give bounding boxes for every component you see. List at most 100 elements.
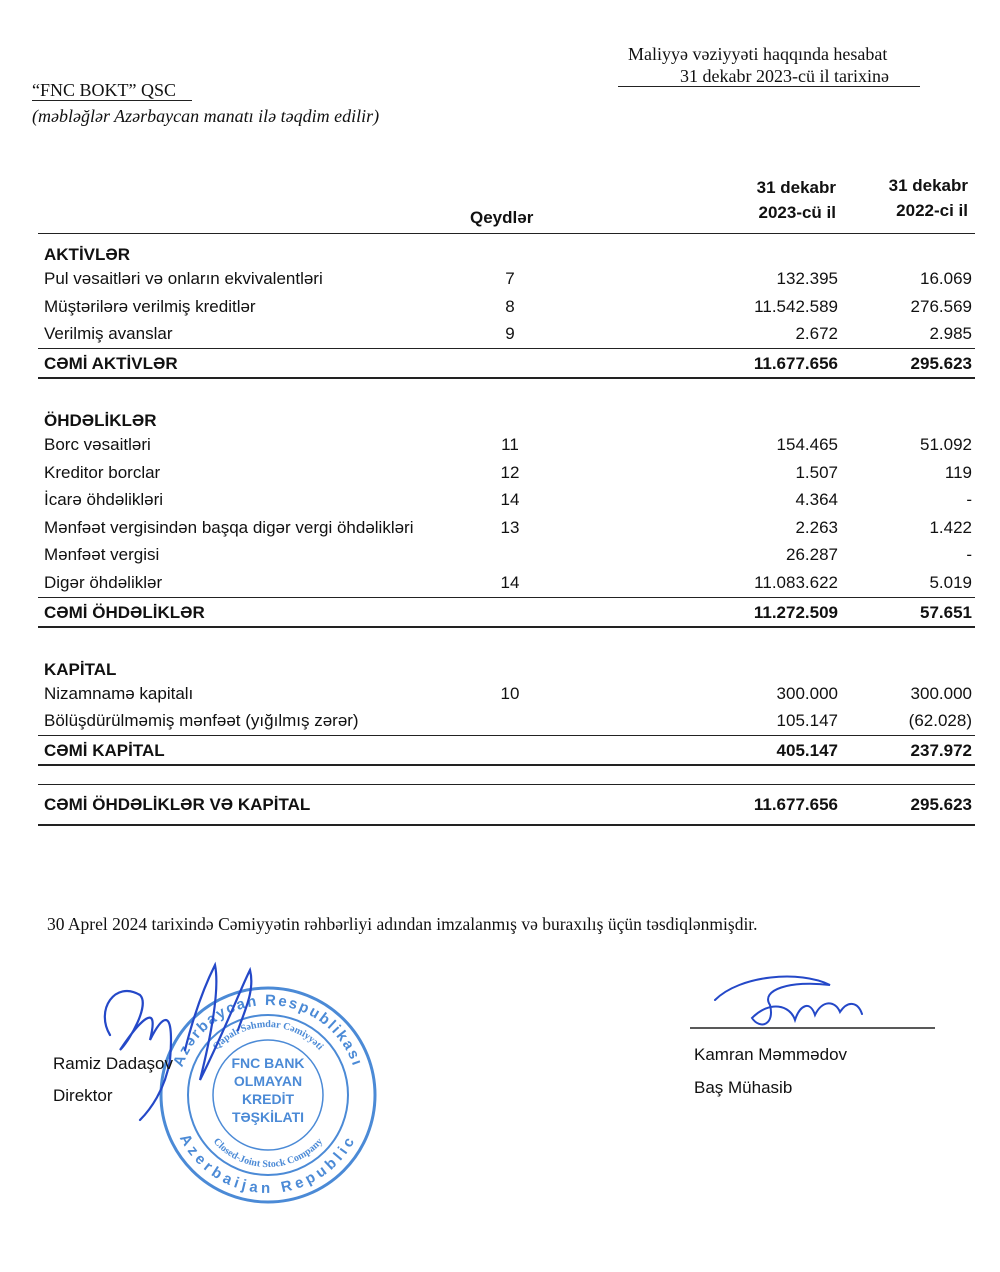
row-current: 4.364: [795, 490, 838, 509]
row-current: 11.542.589: [754, 296, 838, 316]
subtotal-rule: [38, 735, 975, 736]
total-prior: 237.972: [910, 741, 972, 760]
stamp-center-line: KREDİT: [242, 1091, 295, 1107]
subtotal-rule: [38, 596, 975, 598]
total-rule: [38, 625, 975, 628]
row-prior: 2.985: [929, 324, 972, 343]
row-label: Verilmiş avanslar: [44, 324, 173, 343]
row-current: 26.287: [786, 545, 838, 564]
stamp-center-line: FNC BANK: [231, 1055, 304, 1071]
row-note: 14: [500, 490, 520, 509]
row-prior: 51.092: [920, 435, 972, 454]
grand-total-current: 11.677.656: [753, 795, 838, 814]
row-prior: (62.028): [908, 711, 972, 730]
row-current: 11.083.622: [754, 572, 838, 592]
row-label: Mənfəət vergisindən başqa digər vergi öh…: [44, 517, 414, 537]
row-prior: 300.000: [910, 683, 972, 703]
section-title: AKTİVLƏR: [44, 245, 131, 264]
row-label: Nizamnamə kapitalı: [44, 683, 194, 703]
row-prior: 5.019: [929, 572, 972, 592]
stamp-center-line: OLMAYAN: [234, 1073, 302, 1089]
stamp: [159, 986, 377, 1204]
signatory-name: Kamran Məmmədov: [694, 1045, 848, 1064]
current-header: 2023-cü il: [758, 203, 837, 222]
total-prior: 295.623: [910, 354, 972, 373]
report-date: 31 dekabr 2023-cü il tarixinə: [680, 66, 889, 86]
subtotal-rule: [38, 348, 975, 349]
row-label: Kreditor borclar: [44, 462, 161, 482]
row-note: 9: [505, 324, 515, 343]
row-label: Pul vəsaitləri və onların ekvivalentləri: [44, 269, 323, 288]
grand-total-label: CƏMİ ÖHDƏLİKLƏR VƏ KAPİTAL: [44, 795, 311, 814]
total-label: CƏMİ AKTİVLƏR: [44, 354, 178, 373]
current-header: 31 dekabr: [756, 178, 836, 197]
row-label: Müştərilərə verilmiş kreditlər: [44, 296, 256, 316]
company-name: “FNC BOKT” QSC: [32, 80, 177, 100]
row-current: 132.395: [776, 269, 838, 288]
row-prior: 16.069: [920, 269, 972, 288]
table-header-rule: [38, 233, 975, 234]
company-rule: [32, 100, 192, 101]
header-rule: [618, 86, 920, 87]
total-prior: 57.651: [920, 602, 972, 622]
signatory-title: Direktor: [53, 1086, 113, 1105]
report-title: Maliyyə vəziyyəti haqqında hesabat: [628, 44, 888, 64]
currency-note: (məbləğlər Azərbaycan manatı ilə təqdim …: [32, 106, 380, 126]
signatory-title: Baş Mühasib: [694, 1078, 793, 1097]
total-rule: [38, 377, 975, 379]
row-note: 11: [501, 435, 519, 454]
stamp-inner-top: Qapalı Səhmdar Cəmiyyəti: [211, 1019, 325, 1053]
total-current: 11.272.509: [753, 602, 838, 622]
row-note: 7: [505, 269, 515, 288]
row-current: 105.147: [776, 711, 838, 730]
row-current: 2.263: [795, 517, 838, 537]
total-current: 11.677.656: [753, 354, 838, 373]
row-note: 13: [500, 517, 520, 537]
row-current: 1.507: [795, 462, 838, 482]
row-note: 10: [500, 683, 520, 703]
notes-header: Qeydlər: [470, 208, 534, 227]
grand-total-rule: [38, 784, 975, 785]
row-prior: 276.569: [910, 296, 972, 316]
signatory-name: Ramiz Dadaşov: [53, 1054, 173, 1073]
stamp-text: Azərbaycan Respublikası Azerbaijan Repub…: [170, 992, 364, 1197]
row-label: Bölüşdürülməmiş mənfəət (yığılmış zərər): [44, 711, 359, 730]
total-label: CƏMİ KAPİTAL: [44, 741, 165, 760]
row-current: 300.000: [776, 683, 838, 703]
total-rule: [38, 764, 975, 766]
row-prior: 119: [944, 462, 972, 482]
grand-total-prior: 295.623: [910, 795, 972, 814]
grand-total-rule: [38, 824, 975, 826]
stamp-core-ring: [212, 1039, 324, 1151]
section-title: KAPİTAL: [44, 659, 117, 679]
row-note: 14: [500, 572, 520, 592]
prior-header: 2022-ci il: [896, 201, 968, 220]
prior-header: 31 dekabr: [888, 176, 968, 195]
row-prior: 1.422: [929, 517, 972, 537]
row-label: İcarə öhdəlikləri: [44, 490, 164, 509]
signature-stroke: [103, 989, 172, 1122]
row-current: 154.465: [776, 435, 838, 454]
row-label: Borc vəsaitləri: [44, 435, 151, 454]
row-label: Mənfəət vergisi: [44, 545, 160, 564]
approval-text: 30 Aprel 2024 tarixində Cəmiyyətin rəhbə…: [47, 914, 758, 934]
director-signature: [103, 961, 253, 1122]
signature-stroke: [714, 975, 863, 1026]
row-note: 8: [505, 296, 515, 316]
section-title: ÖHDƏLİKLƏR: [44, 411, 157, 430]
row-prior: -: [966, 545, 972, 564]
signature-stroke: [183, 961, 253, 1081]
stamp-inner-ring: [187, 1014, 349, 1176]
total-current: 405.147: [776, 741, 838, 760]
stamp-inner-top-path: Qapalı Səhmdar Cəmiyyəti: [211, 1019, 325, 1053]
accountant-signature: [714, 975, 863, 1026]
row-prior: -: [966, 490, 972, 509]
stamp-center-line: TƏŞKİLATI: [232, 1109, 304, 1125]
row-current: 2.672: [795, 324, 838, 343]
stamp-outer-ring: [159, 986, 377, 1204]
row-note: 12: [500, 462, 520, 482]
total-label: CƏMİ ÖHDƏLİKLƏR: [44, 602, 205, 622]
row-label: Digər öhdəliklər: [44, 572, 163, 592]
